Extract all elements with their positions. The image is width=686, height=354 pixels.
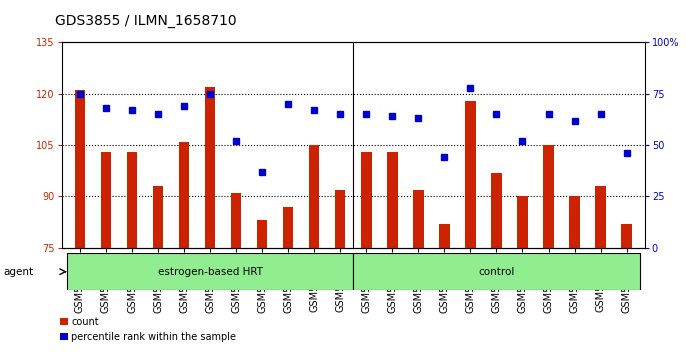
Bar xyxy=(361,152,372,248)
Bar xyxy=(231,193,241,248)
Bar xyxy=(569,196,580,248)
Bar xyxy=(153,186,163,248)
Bar xyxy=(622,224,632,248)
Bar xyxy=(595,186,606,248)
Bar xyxy=(517,196,528,248)
Bar xyxy=(413,190,423,248)
Bar xyxy=(309,145,320,248)
Bar xyxy=(67,253,353,290)
Bar xyxy=(465,101,475,248)
Bar xyxy=(101,152,111,248)
Bar xyxy=(387,152,398,248)
Bar xyxy=(439,224,449,248)
Legend: count, percentile rank within the sample: count, percentile rank within the sample xyxy=(60,317,237,342)
Bar xyxy=(491,172,501,248)
Bar xyxy=(205,87,215,248)
Text: estrogen-based HRT: estrogen-based HRT xyxy=(158,267,263,277)
Bar xyxy=(283,207,294,248)
Text: control: control xyxy=(478,267,514,277)
Text: agent: agent xyxy=(3,267,34,277)
Bar xyxy=(335,190,346,248)
Bar xyxy=(353,253,639,290)
Bar xyxy=(179,142,189,248)
Bar xyxy=(75,90,85,248)
Bar xyxy=(543,145,554,248)
Text: GDS3855 / ILMN_1658710: GDS3855 / ILMN_1658710 xyxy=(55,14,237,28)
Bar xyxy=(127,152,137,248)
Bar xyxy=(257,221,268,248)
